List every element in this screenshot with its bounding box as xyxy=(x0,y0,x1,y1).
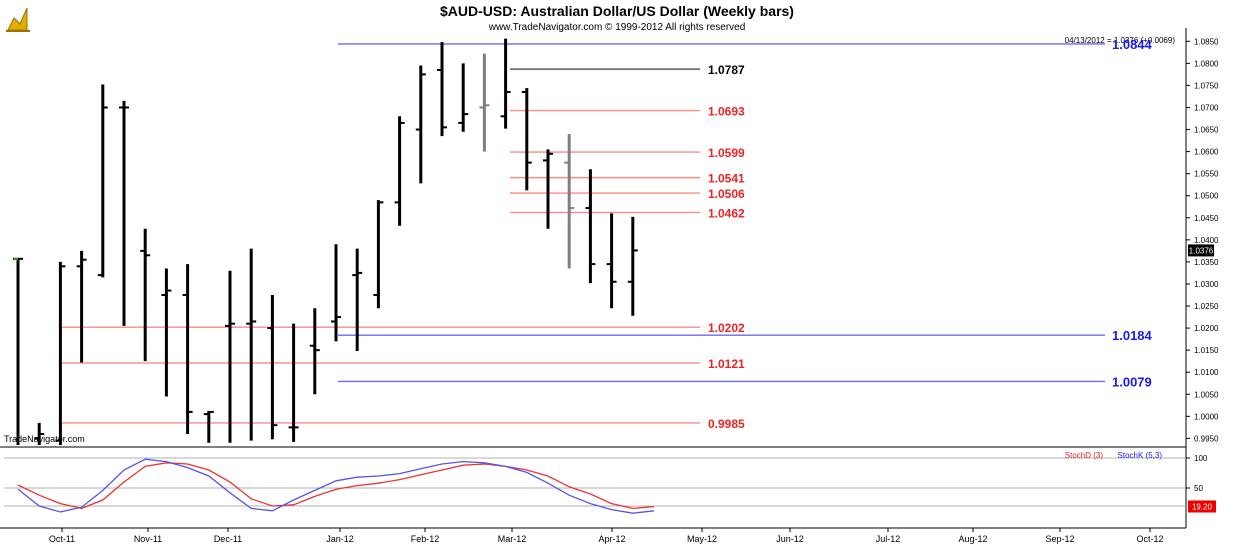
ohlc-bar xyxy=(76,250,87,363)
last-price-box xyxy=(1188,244,1214,257)
ohlc-bar xyxy=(140,228,151,362)
chart-title: $AUD-USD: Australian Dollar/US Dollar (W… xyxy=(440,3,794,19)
ohlc-bar xyxy=(521,88,532,191)
price-tick-label: 1.0800 xyxy=(1194,59,1219,68)
time-tick-label: May-12 xyxy=(687,534,717,544)
time-tick-label: Oct-12 xyxy=(1136,534,1163,544)
ohlc-bar xyxy=(119,100,129,326)
level-label: 1.0693 xyxy=(708,105,745,119)
ohlc-bar xyxy=(606,213,617,309)
level-label: 0.9985 xyxy=(708,417,745,431)
ohlc-bar xyxy=(479,53,490,152)
ohlc-bar xyxy=(627,216,638,316)
time-tick-label: Oct-11 xyxy=(49,534,75,544)
price-tick-label: 1.0600 xyxy=(1194,148,1219,157)
stoch-legend-d: StochD (3) xyxy=(1065,451,1104,460)
time-tick-label: Feb-12 xyxy=(411,534,440,544)
price-tick-label: 1.0150 xyxy=(1194,346,1219,355)
price-tick-label: 1.0250 xyxy=(1194,302,1219,311)
stoch-legend-k: StochK (5,3) xyxy=(1118,451,1163,460)
ohlc-bar xyxy=(97,84,108,278)
price-tick-label: 1.0100 xyxy=(1194,368,1219,377)
ohlc-bar xyxy=(246,248,257,441)
ohlc-bar xyxy=(437,42,447,137)
ohlc-bar xyxy=(267,294,278,440)
time-tick-label: Sep-12 xyxy=(1045,534,1074,544)
ohlc-bar xyxy=(34,422,45,445)
ohlc-bar xyxy=(203,410,214,443)
trade-navigator-logo-icon xyxy=(6,7,30,32)
chart-subtitle: www.TradeNavigator.com © 1999-2012 All r… xyxy=(488,22,746,33)
price-tick-label: 1.0550 xyxy=(1194,170,1219,179)
price-tick-label: 1.0850 xyxy=(1194,37,1219,46)
ohlc-bar xyxy=(564,133,575,269)
ohlc-bar xyxy=(352,248,363,352)
level-label: 1.0079 xyxy=(1112,374,1152,389)
ohlc-bar xyxy=(288,323,299,442)
level-label: 1.0541 xyxy=(708,172,745,186)
price-tick-label: 1.0200 xyxy=(1194,324,1219,333)
stoch-tick-label: 100 xyxy=(1194,454,1208,463)
level-label: 1.0506 xyxy=(708,187,745,201)
price-tick-label: 1.0700 xyxy=(1194,103,1219,112)
level-label: 1.0599 xyxy=(708,146,745,160)
last-price-label: 1.0376 xyxy=(1189,246,1214,255)
ohlc-bar xyxy=(585,169,596,284)
ohlc-bar xyxy=(543,149,553,229)
logo-shape xyxy=(7,7,28,31)
ohlc-bar xyxy=(55,261,66,445)
ohlc-bar xyxy=(309,308,320,395)
ohlc-bar xyxy=(458,63,469,132)
price-tick-label: 1.0000 xyxy=(1194,412,1219,421)
price-tick-label: 1.0750 xyxy=(1194,81,1219,90)
price-tick-label: 0.9950 xyxy=(1194,434,1219,443)
ohlc-bar xyxy=(161,268,172,397)
level-label: 1.0121 xyxy=(708,357,745,371)
price-tick-label: 1.0350 xyxy=(1194,258,1219,267)
time-tick-label: Jun-12 xyxy=(776,534,804,544)
ohlc-bar xyxy=(500,38,511,129)
time-tick-label: Jul-12 xyxy=(876,534,901,544)
ohlc-bar xyxy=(182,264,193,434)
time-tick-label: Jan-12 xyxy=(326,534,354,544)
level-label: 1.0787 xyxy=(708,63,745,77)
time-tick-label: Apr-12 xyxy=(598,534,625,544)
level-label: 1.0184 xyxy=(1112,328,1153,343)
ohlc-bar xyxy=(331,244,341,342)
stoch-line xyxy=(17,458,655,514)
stoch-line xyxy=(17,462,655,510)
watermark: TradeNavigator.com xyxy=(4,434,85,444)
last-bar-readout: 04/13/2012 = 1.0376 (+0.0069) xyxy=(1065,36,1176,45)
stoch-tick-label: 50 xyxy=(1194,484,1203,493)
stoch-last-label: 19.20 xyxy=(1192,502,1213,511)
price-tick-label: 1.0500 xyxy=(1194,192,1219,201)
price-tick-label: 1.0300 xyxy=(1194,280,1219,289)
level-label: 1.0844 xyxy=(1112,37,1153,52)
ohlc-bar xyxy=(13,257,23,445)
price-tick-label: 1.0450 xyxy=(1194,214,1219,223)
time-tick-label: Aug-12 xyxy=(958,534,987,544)
stoch-last-box xyxy=(1188,500,1216,513)
ohlc-bar xyxy=(394,116,405,226)
level-label: 1.0202 xyxy=(708,321,745,335)
price-tick-label: 1.0050 xyxy=(1194,390,1219,399)
ohlc-bar xyxy=(415,65,426,184)
time-tick-label: Mar-12 xyxy=(498,534,527,544)
time-tick-label: Dec-11 xyxy=(214,534,242,544)
price-tick-label: 1.0650 xyxy=(1194,126,1219,135)
ohlc-bar xyxy=(225,270,235,443)
level-label: 1.0462 xyxy=(708,206,745,220)
time-tick-label: Nov-11 xyxy=(134,534,162,544)
ohlc-bar xyxy=(373,200,384,309)
price-tick-label: 1.0400 xyxy=(1194,236,1219,245)
